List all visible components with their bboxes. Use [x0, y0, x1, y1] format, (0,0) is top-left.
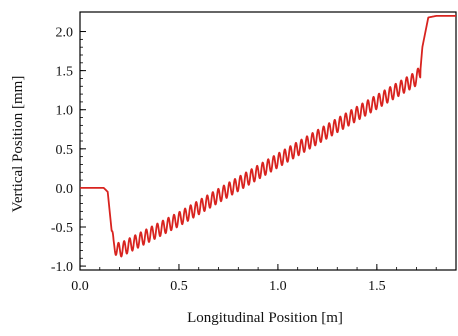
y-tick-label: 0.5 — [56, 143, 74, 158]
y-tick-label: -0.5 — [51, 221, 73, 236]
y-tick-label: 0.0 — [56, 182, 74, 197]
y-tick-label: 2.0 — [56, 26, 74, 41]
plot-frame — [79, 11, 457, 271]
y-axis-title: Vertical Position [mm] — [10, 76, 26, 213]
y-tick-label: 1.5 — [56, 65, 74, 80]
x-tick-label: 1.5 — [368, 279, 386, 294]
data-series-line — [79, 15, 457, 258]
x-tick-label: 0.0 — [71, 279, 89, 294]
y-tick-label: 1.0 — [56, 104, 74, 119]
y-tick-label: -1.0 — [51, 260, 73, 275]
x-tick-label: 1.0 — [269, 279, 287, 294]
x-axis-title: Longitudinal Position [m] — [187, 310, 343, 326]
x-tick-label: 0.5 — [170, 279, 188, 294]
